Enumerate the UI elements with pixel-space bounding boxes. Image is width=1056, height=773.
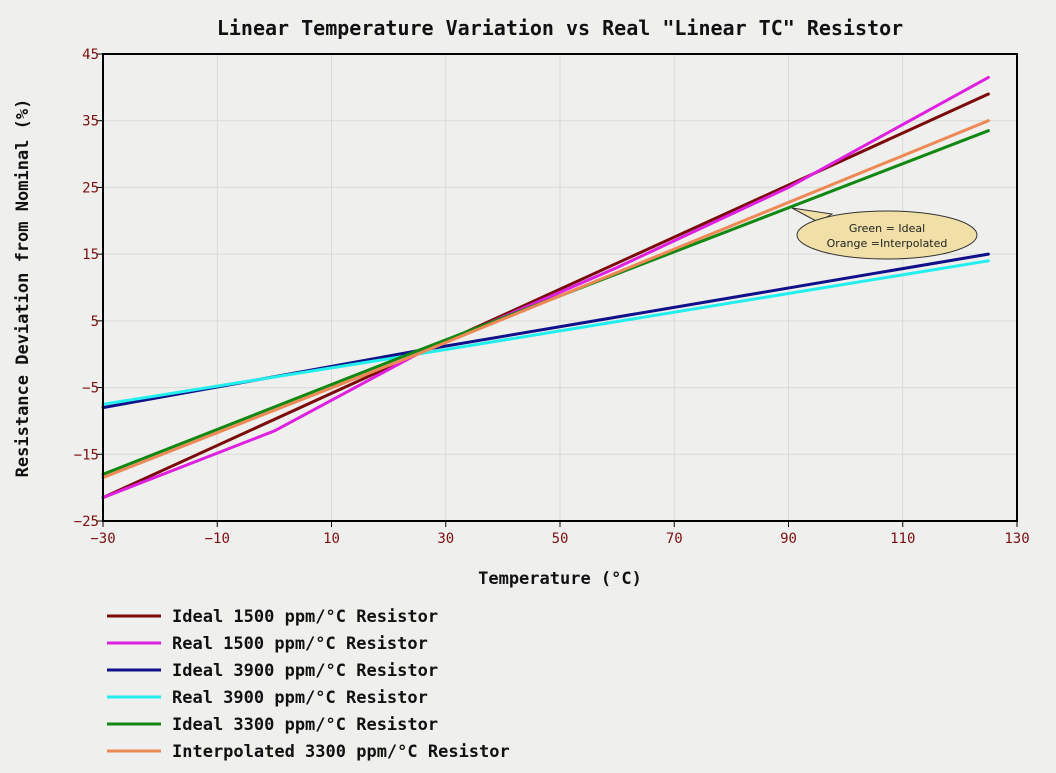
y-tick-label: 5 xyxy=(91,314,99,330)
x-tick-label: 50 xyxy=(552,531,569,547)
x-tick-label: 10 xyxy=(323,531,340,547)
legend-item-6: Interpolated 3300 ppm/°C Resistor xyxy=(107,742,510,762)
y-tick-label: 25 xyxy=(82,180,99,196)
x-tick-label: −10 xyxy=(205,531,230,547)
y-tick-label: −5 xyxy=(82,381,99,397)
legend-label: Real 3900 ppm/°C Resistor xyxy=(172,688,428,708)
x-axis-label: Temperature (°C) xyxy=(478,569,642,589)
legend-item-5: Ideal 3300 ppm/°C Resistor xyxy=(107,715,438,735)
legend-item-4: Real 3900 ppm/°C Resistor xyxy=(107,688,428,708)
callout-bubble xyxy=(796,210,978,260)
legend-label: Ideal 3900 ppm/°C Resistor xyxy=(172,661,438,681)
y-tick-label: −15 xyxy=(74,447,99,463)
x-tick-label: 130 xyxy=(1004,531,1029,547)
series-lines xyxy=(101,75,990,500)
callout-line-1: Green = Ideal xyxy=(849,222,925,235)
x-tick-label: −30 xyxy=(90,531,115,547)
y-axis-label: Resistance Deviation from Nominal (%) xyxy=(13,99,33,478)
series-line-4 xyxy=(101,259,990,406)
legend: Ideal 1500 ppm/°C Resistor Real 1500 ppm/… xyxy=(107,607,510,762)
series-line-1 xyxy=(101,92,990,500)
legend-label: Ideal 1500 ppm/°C Resistor xyxy=(172,607,438,627)
legend-label: Ideal 3300 ppm/°C Resistor xyxy=(172,715,438,735)
legend-item-3: Ideal 3900 ppm/°C Resistor xyxy=(107,661,438,681)
y-tick-label: 15 xyxy=(82,247,99,263)
chart-title: Linear Temperature Variation vs Real "Li… xyxy=(217,16,903,40)
callout-line-2: Orange =Interpolated xyxy=(827,237,948,250)
x-tick-label: 70 xyxy=(666,531,683,547)
series-line-5 xyxy=(101,129,990,476)
series-line-2 xyxy=(101,75,990,500)
annotation-callout: Green = Ideal Orange =Interpolated xyxy=(791,207,978,260)
axis-ticks: −30 −10 10 30 50 70 90 110 130 −25 −15 −5 5 15 25 35 45 xyxy=(74,47,1030,547)
legend-label: Real 1500 ppm/°C Resistor xyxy=(172,634,428,654)
x-tick-label: 90 xyxy=(780,531,797,547)
legend-item-1: Ideal 1500 ppm/°C Resistor xyxy=(107,607,438,627)
legend-label: Interpolated 3300 ppm/°C Resistor xyxy=(172,742,510,762)
x-tick-label: 30 xyxy=(437,531,454,547)
y-tick-label: 35 xyxy=(82,114,99,130)
gridlines xyxy=(102,53,1018,522)
x-tick-label: 110 xyxy=(890,531,915,547)
legend-item-2: Real 1500 ppm/°C Resistor xyxy=(107,634,428,654)
y-tick-label: −25 xyxy=(74,514,99,530)
series-line-6 xyxy=(101,119,990,480)
y-tick-label: 45 xyxy=(82,47,99,63)
